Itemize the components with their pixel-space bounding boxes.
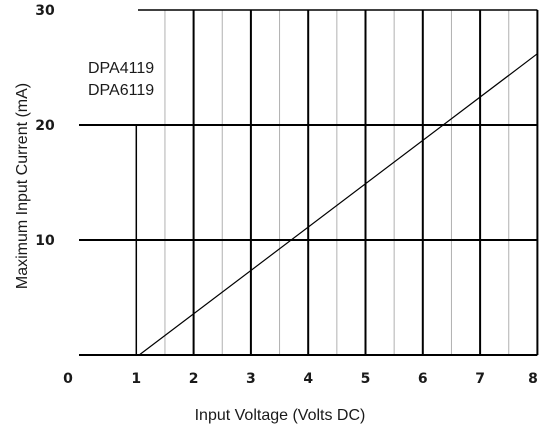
annotation-line-2: DPA6119 <box>88 82 154 99</box>
y-tick-label: 10 <box>35 233 55 249</box>
x-tick-label: 0 <box>63 371 73 387</box>
x-tick-label: 3 <box>246 371 256 387</box>
grid <box>79 9 539 356</box>
x-axis-title: Input Voltage (Volts DC) <box>195 407 366 424</box>
x-tick-label: 1 <box>131 371 141 387</box>
tick-labels: 0 1 2 3 4 5 6 7 8 10 20 30 <box>35 3 538 387</box>
x-tick-label: 8 <box>528 371 538 387</box>
series-line-0 <box>138 53 538 356</box>
x-tick-label: 7 <box>475 371 485 387</box>
x-tick-label: 4 <box>303 371 313 387</box>
y-tick-label: 30 <box>35 3 55 19</box>
x-tick-label: 5 <box>361 371 371 387</box>
x-tick-label: 6 <box>418 371 428 387</box>
y-axis-title: Maximum Input Current (mA) <box>14 83 31 289</box>
y-tick-label: 20 <box>35 118 55 134</box>
x-tick-label: 2 <box>189 371 199 387</box>
series <box>138 53 538 356</box>
annotation-line-1: DPA4119 <box>88 60 154 77</box>
